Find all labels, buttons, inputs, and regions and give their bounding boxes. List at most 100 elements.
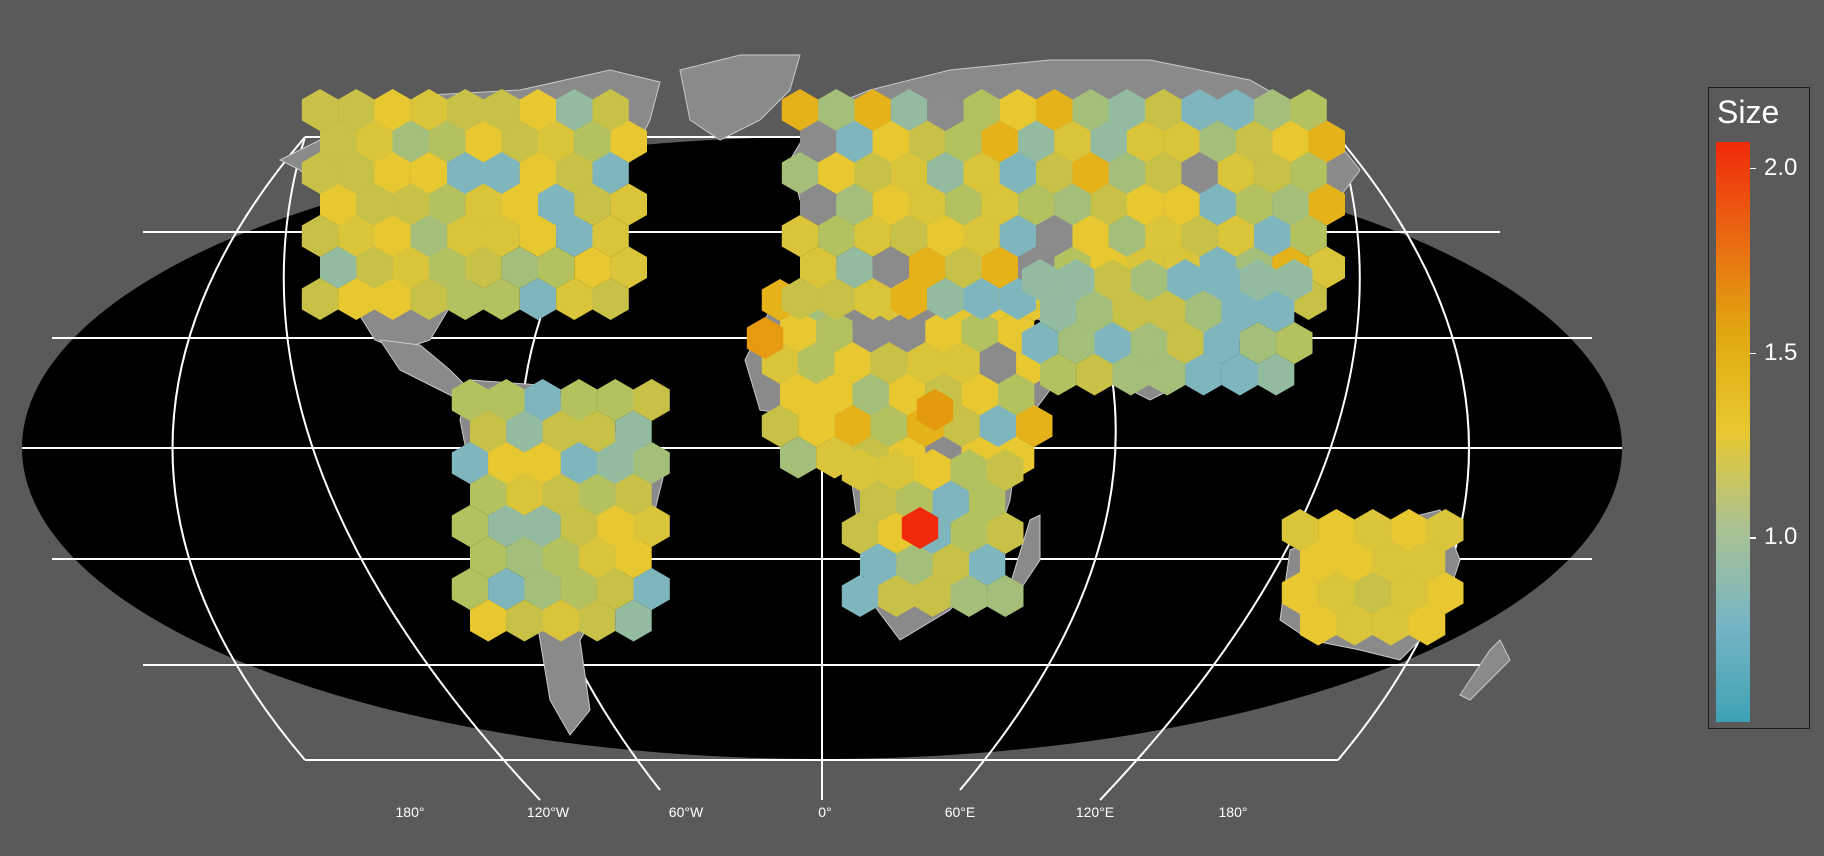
hex-cell: [338, 278, 375, 320]
hex-cell: [519, 278, 557, 320]
hex-cell: [836, 246, 873, 289]
hex-cell: [872, 246, 909, 289]
hex-cell: [981, 120, 1018, 163]
hex-cell: [556, 278, 593, 320]
hex-cell: [860, 480, 897, 523]
hex-cell: [1199, 183, 1236, 226]
hex-cell: [1217, 152, 1255, 194]
hex-cell: [560, 505, 598, 547]
hex-cell: [927, 278, 964, 320]
hex-cell: [1076, 290, 1113, 333]
hex-cell: [483, 89, 520, 131]
hex-cell: [1145, 215, 1182, 257]
hex-cell: [914, 449, 951, 491]
legend-color-bar: [1716, 142, 1750, 722]
hex-cell: [1149, 290, 1186, 333]
hex-cell: [1126, 120, 1164, 163]
hex-cell: [320, 183, 357, 226]
hex-cell: [451, 442, 489, 484]
hex-cell: [987, 575, 1024, 617]
hex-cell: [1390, 509, 1428, 551]
hex-cell: [927, 215, 964, 257]
hex-cell: [506, 410, 543, 453]
hex-cell: [579, 599, 616, 642]
hex-cell: [592, 152, 629, 194]
hex-cell: [338, 215, 375, 257]
hex-cell: [501, 120, 538, 163]
hex-cell: [488, 379, 525, 421]
hex-cell: [1058, 322, 1095, 364]
hex-cell: [963, 278, 1000, 320]
hex-cell: [1036, 89, 1073, 131]
hex-cell: [392, 246, 429, 289]
hex-cell: [950, 512, 988, 554]
hex-cell: [961, 373, 998, 416]
meridian-line: [171, 136, 306, 761]
hex-cell: [927, 89, 964, 131]
hex-cell: [854, 152, 891, 194]
hex-cell: [301, 215, 339, 257]
hex-cell: [633, 568, 670, 610]
hex-cell: [800, 183, 837, 226]
hex-cell: [1300, 540, 1337, 583]
hex-cell: [781, 278, 819, 320]
hex-cell: [579, 410, 616, 453]
hex-cell: [1021, 322, 1059, 364]
hex-cell: [429, 120, 466, 163]
hex-cell: [488, 568, 525, 610]
hex-cell: [524, 568, 561, 610]
legend-tick-label: 1.0: [1764, 523, 1798, 551]
hex-cell: [519, 89, 557, 131]
size-legend: Size 2.0 1.5 1.0: [1708, 87, 1810, 729]
lon-label: 120°W: [527, 804, 570, 820]
hex-cell: [870, 342, 908, 384]
madagascar-land: [1009, 514, 1041, 591]
hex-cell: [320, 246, 357, 289]
hex-cell: [925, 310, 962, 353]
hex-cell: [1336, 540, 1373, 583]
hex-cell: [1427, 572, 1464, 614]
hex-cell: [579, 536, 616, 579]
hex-cell: [1094, 322, 1131, 364]
hex-cell: [1258, 353, 1295, 396]
hex-cell: [451, 379, 489, 421]
hex-cell: [1199, 120, 1236, 163]
hex-cell: [945, 183, 982, 226]
hex-cell: [451, 568, 489, 610]
hex-cell: [907, 342, 944, 384]
hex-cell: [818, 215, 855, 257]
hex-cell: [610, 183, 647, 226]
hex-cell: [1016, 405, 1053, 447]
hex-cell: [1145, 89, 1182, 131]
hex-cell: [488, 442, 525, 484]
hex-cell-highlight: [916, 389, 954, 431]
hex-cell: [519, 152, 557, 194]
hex-cell: [818, 278, 855, 320]
hex-cell: [451, 505, 489, 547]
hex-cell: [1203, 322, 1240, 364]
hex-cell: [834, 342, 871, 384]
meridian-line: [1099, 136, 1361, 801]
legend-tick-label: 1.5: [1764, 338, 1798, 366]
hex-cell: [538, 183, 575, 226]
hex-cell: [945, 120, 982, 163]
hex-cell: [1217, 215, 1255, 257]
hex-cell: [961, 310, 998, 353]
hex-cell: [1181, 152, 1218, 194]
hex-cell: [896, 543, 933, 586]
hex-cell: [1185, 353, 1222, 396]
hex-cell: [841, 449, 879, 491]
hex-cell: [1290, 89, 1327, 131]
hex-cell-highlight: [746, 317, 784, 359]
hex-cell: [1290, 152, 1327, 194]
hex-cell: [1072, 89, 1109, 131]
legend-title: Size: [1717, 94, 1780, 130]
hex-cell: [506, 599, 543, 642]
hex-cell: [818, 152, 855, 194]
hex-cell: [597, 505, 634, 547]
hex-cell: [1308, 120, 1345, 163]
hex-cell: [1018, 120, 1055, 163]
hex-cell: [932, 480, 969, 523]
hex-cell: [1163, 183, 1200, 226]
hex-cell: [878, 575, 915, 617]
